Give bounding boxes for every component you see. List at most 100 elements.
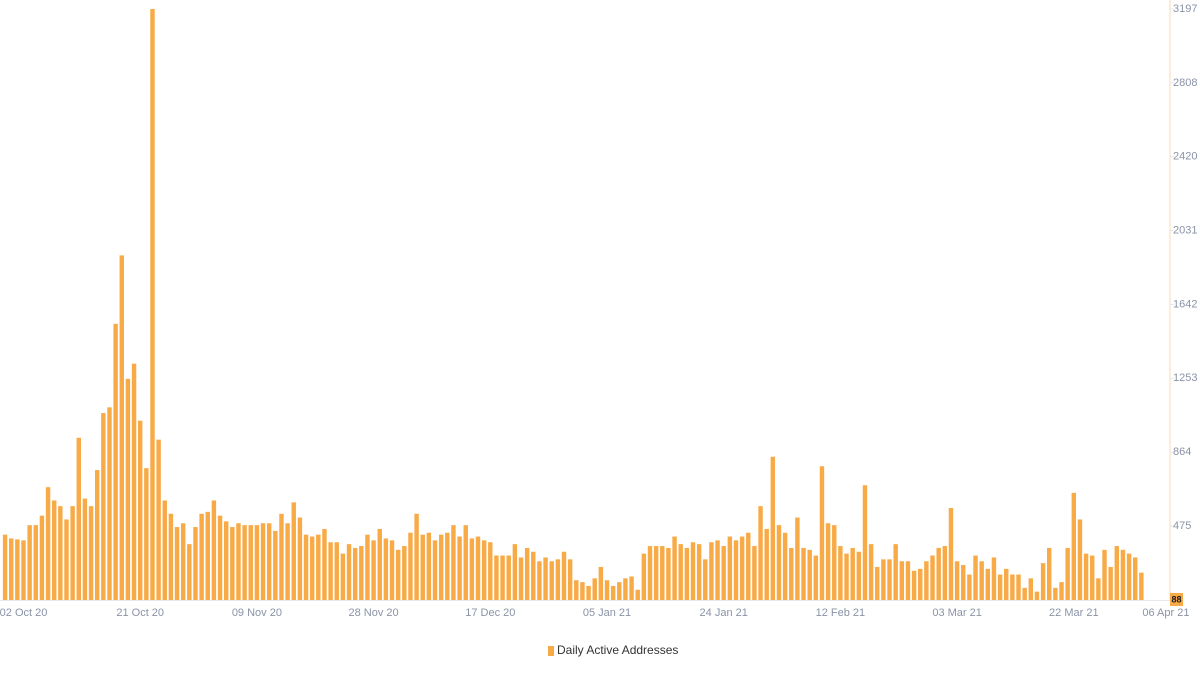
bar — [21, 540, 26, 600]
bar — [881, 559, 886, 600]
bar — [967, 574, 972, 600]
bar — [359, 546, 364, 600]
bar — [1028, 578, 1034, 600]
bar — [346, 544, 352, 600]
bar — [512, 544, 518, 600]
bar — [789, 547, 794, 600]
bar — [279, 513, 284, 600]
bar — [807, 549, 812, 600]
y-tick-label: 1253 — [1173, 372, 1197, 384]
bar — [1102, 549, 1107, 600]
bar — [586, 585, 591, 600]
bar — [266, 523, 272, 600]
bar — [309, 536, 315, 600]
bar — [629, 576, 634, 600]
bar — [1096, 578, 1101, 600]
x-tick-label: 28 Nov 20 — [349, 607, 399, 619]
bar — [985, 568, 991, 600]
bar — [205, 511, 210, 600]
bar — [242, 525, 247, 600]
bar — [254, 525, 260, 600]
x-tick-label: 12 Feb 21 — [816, 607, 866, 619]
bar — [199, 513, 204, 600]
bar — [911, 570, 917, 600]
bar — [979, 561, 984, 600]
bar — [144, 468, 149, 600]
bar — [770, 456, 776, 600]
bar — [524, 547, 530, 600]
bar — [727, 536, 733, 600]
bar — [1114, 546, 1120, 600]
bar — [322, 528, 327, 600]
bar — [819, 466, 825, 600]
bar — [598, 566, 604, 600]
bar — [113, 323, 118, 600]
bar — [635, 589, 640, 600]
bar — [475, 536, 481, 600]
last-value-badge — [1170, 593, 1183, 606]
bar — [260, 523, 266, 600]
bar — [230, 527, 235, 600]
bar — [211, 500, 217, 600]
bar — [51, 500, 57, 600]
bar — [746, 532, 751, 600]
bar — [739, 536, 745, 600]
bar — [696, 544, 702, 600]
bar — [352, 547, 358, 600]
bar — [420, 534, 425, 600]
bar — [641, 553, 647, 600]
bar — [64, 519, 69, 600]
bar — [174, 527, 180, 600]
bar — [703, 559, 708, 600]
bar — [764, 528, 769, 600]
bar — [76, 437, 81, 600]
x-tick-label: 24 Jan 21 — [700, 607, 748, 619]
bar — [961, 565, 966, 600]
bar — [438, 534, 444, 600]
bar — [832, 525, 837, 600]
bar — [426, 532, 432, 600]
bar — [1077, 519, 1083, 600]
bar — [9, 538, 14, 600]
bar — [782, 532, 788, 600]
bar — [481, 540, 487, 600]
bar — [316, 534, 321, 600]
bar — [88, 506, 94, 600]
bar — [248, 525, 253, 600]
bar — [690, 542, 696, 600]
y-tick-label: 2808 — [1173, 77, 1197, 89]
bar — [813, 555, 819, 600]
bar — [236, 523, 241, 600]
bar — [709, 542, 714, 600]
bar — [365, 534, 370, 600]
bar — [1040, 563, 1046, 600]
bar — [395, 549, 401, 600]
bar — [340, 553, 346, 600]
bar — [567, 559, 573, 600]
bar — [973, 555, 978, 600]
bar — [1090, 555, 1095, 600]
bar — [531, 551, 536, 600]
bar — [666, 547, 671, 600]
bar — [39, 515, 45, 600]
bar — [893, 544, 898, 600]
bar — [543, 557, 548, 600]
bar — [1010, 574, 1015, 600]
bar — [1022, 587, 1027, 600]
bar — [217, 515, 223, 600]
bar — [580, 582, 585, 600]
bar — [1016, 574, 1021, 600]
bar — [494, 555, 499, 600]
legend-text: Daily Active Addresses — [557, 643, 678, 657]
bar — [924, 561, 929, 600]
bar — [297, 517, 303, 600]
bar — [137, 420, 143, 600]
bar — [1108, 566, 1113, 600]
bar — [33, 525, 38, 600]
bar — [875, 566, 880, 600]
bar — [1059, 582, 1064, 600]
bar — [70, 506, 75, 600]
bar — [623, 578, 628, 600]
bar — [991, 557, 997, 600]
